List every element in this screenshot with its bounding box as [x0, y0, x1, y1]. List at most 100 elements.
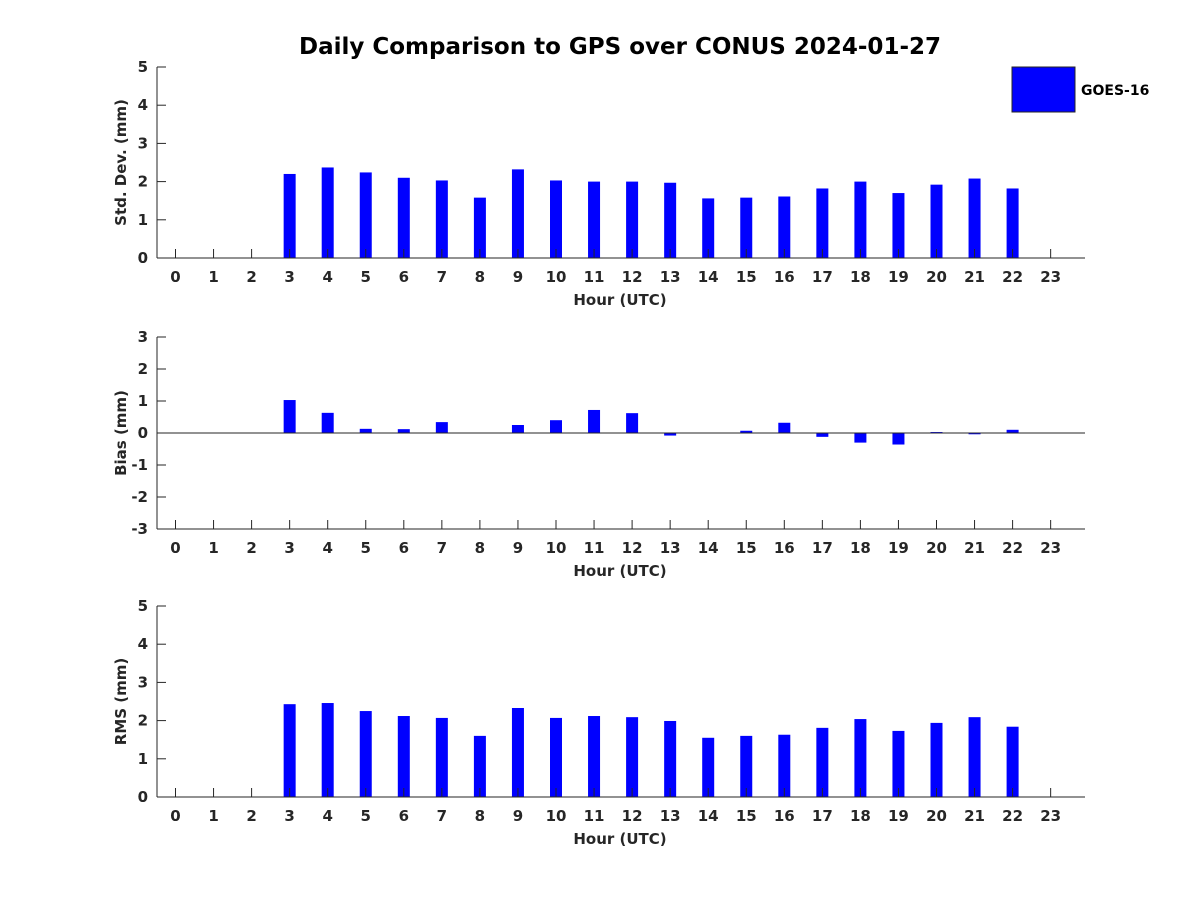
- legend-label: GOES-16: [1081, 83, 1149, 99]
- bar-hour-18: [854, 433, 867, 443]
- x-tick-label: 3: [284, 807, 294, 825]
- x-tick-label: 12: [622, 539, 643, 557]
- x-tick-label: 22: [1002, 268, 1023, 286]
- y-tick-label: 4: [138, 96, 148, 114]
- bar-hour-21: [968, 433, 981, 435]
- bar-hour-10: [550, 180, 562, 258]
- x-tick-label: 8: [475, 807, 485, 825]
- y-tick-label: 2: [138, 360, 148, 378]
- bar-hour-21: [968, 717, 981, 797]
- x-tick-label: 3: [284, 268, 294, 286]
- y-tick-label: -2: [131, 488, 148, 506]
- bar-hour-9: [511, 425, 524, 433]
- x-tick-label: 0: [170, 268, 180, 286]
- bar-hour-7: [435, 717, 448, 797]
- x-tick-label: 8: [475, 268, 485, 286]
- bar-hour-20: [930, 722, 943, 797]
- x-tick-label: 16: [774, 268, 795, 286]
- x-tick-label: 23: [1040, 268, 1061, 286]
- bar-hour-15: [740, 197, 753, 258]
- bar-hour-3: [283, 400, 296, 433]
- legend-swatch: [1011, 66, 1076, 113]
- x-tick-label: 13: [660, 268, 681, 286]
- bar-hour-13: [664, 182, 677, 258]
- x-tick-label: 13: [660, 539, 681, 557]
- x-tick-label: 7: [437, 807, 447, 825]
- bar-hour-14: [702, 198, 715, 258]
- y-axis-label: Std. Dev. (mm): [112, 99, 130, 226]
- bar-hour-17: [816, 727, 829, 797]
- bar-hour-3: [283, 173, 296, 258]
- bar-hour-19: [892, 433, 905, 445]
- x-tick-label: 6: [399, 268, 409, 286]
- bar-hour-4: [321, 412, 334, 433]
- x-tick-label: 15: [736, 539, 757, 557]
- x-axis-label: Hour (UTC): [573, 291, 666, 309]
- x-tick-label: 11: [584, 807, 605, 825]
- x-tick-label: 4: [322, 539, 332, 557]
- x-tick-label: 16: [774, 807, 795, 825]
- x-tick-label: 21: [964, 539, 985, 557]
- y-tick-label: 3: [138, 134, 148, 152]
- bar-hour-5: [359, 711, 372, 797]
- bar-hour-4: [321, 167, 334, 258]
- x-tick-label: 12: [622, 807, 643, 825]
- x-tick-label: 18: [850, 807, 871, 825]
- x-tick-label: 8: [475, 539, 485, 557]
- x-tick-label: 22: [1002, 807, 1023, 825]
- bar-hour-20: [930, 184, 943, 258]
- x-tick-label: 5: [361, 268, 371, 286]
- bar-hour-15: [740, 430, 753, 433]
- bar-hour-19: [892, 193, 905, 258]
- bar-hour-16: [778, 734, 791, 797]
- bar-hour-11: [588, 181, 601, 258]
- x-tick-label: 9: [513, 539, 523, 557]
- x-tick-label: 4: [322, 807, 332, 825]
- x-axis-label: Hour (UTC): [573, 562, 666, 580]
- bar-hour-8: [473, 197, 486, 258]
- x-tick-label: 23: [1040, 539, 1061, 557]
- x-tick-label: 15: [736, 268, 757, 286]
- y-tick-label: 2: [138, 173, 148, 191]
- x-tick-label: 13: [660, 807, 681, 825]
- bar-hour-12: [626, 413, 639, 433]
- y-tick-label: 5: [138, 58, 148, 76]
- x-tick-label: 0: [170, 539, 180, 557]
- y-axis-label: Bias (mm): [112, 390, 130, 476]
- bar-hour-17: [816, 188, 829, 258]
- bar-hour-7: [435, 422, 448, 433]
- x-tick-label: 19: [888, 268, 909, 286]
- y-tick-label: 5: [138, 597, 148, 615]
- y-axis-label: RMS (mm): [112, 658, 130, 745]
- y-tick-label: 1: [138, 392, 148, 410]
- bar-hour-13: [664, 433, 677, 436]
- x-tick-label: 0: [170, 807, 180, 825]
- x-tick-label: 23: [1040, 807, 1061, 825]
- x-tick-label: 20: [926, 268, 947, 286]
- y-tick-label: 3: [138, 673, 148, 691]
- legend: GOES-16: [1011, 66, 1149, 113]
- chart-title: Daily Comparison to GPS over CONUS 2024-…: [299, 34, 941, 60]
- bar-hour-5: [359, 172, 372, 258]
- bar-hour-12: [626, 181, 639, 258]
- bar-hour-18: [854, 719, 867, 797]
- bar-hour-3: [283, 704, 296, 797]
- x-tick-label: 15: [736, 807, 757, 825]
- y-tick-label: 1: [138, 211, 148, 229]
- bar-hour-10: [550, 717, 562, 797]
- bar-hour-19: [892, 730, 905, 797]
- bar-hour-9: [511, 707, 524, 797]
- x-tick-label: 6: [399, 807, 409, 825]
- bar-hour-13: [664, 720, 677, 797]
- x-tick-label: 2: [246, 539, 256, 557]
- bar-hour-4: [321, 703, 334, 797]
- bar-hour-5: [359, 428, 372, 433]
- bar-hour-7: [435, 180, 448, 258]
- y-tick-label: 2: [138, 712, 148, 730]
- x-tick-label: 20: [926, 539, 947, 557]
- x-tick-label: 9: [513, 807, 523, 825]
